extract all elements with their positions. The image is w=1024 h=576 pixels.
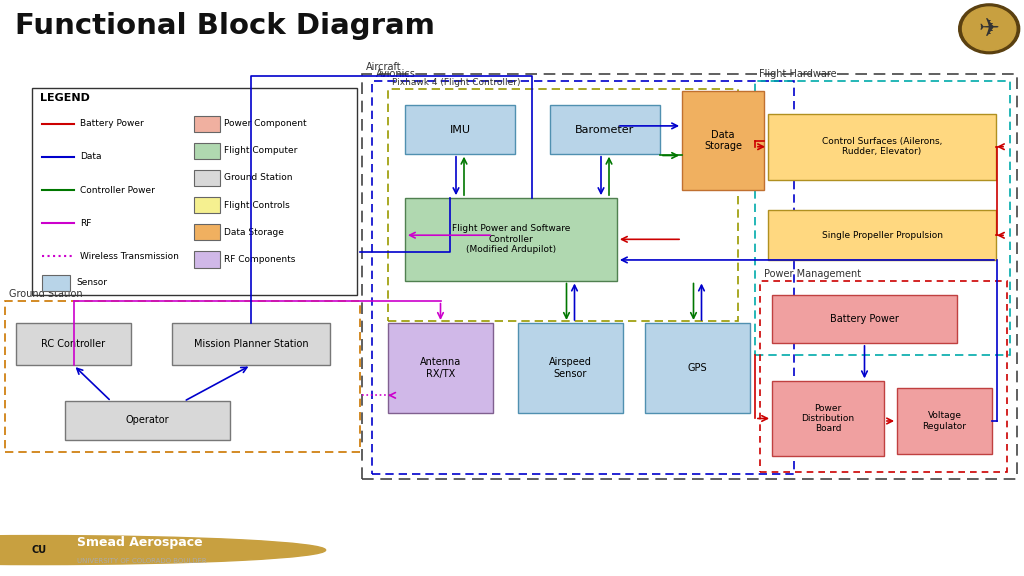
Text: Controller Power: Controller Power [80,185,155,195]
Text: Avionics: Avionics [376,69,416,79]
Bar [194,224,220,240]
Bar [16,323,131,365]
Text: Sensor: Sensor [76,278,106,287]
Bar [388,323,493,414]
Text: Flight Computer: Flight Computer [224,146,297,156]
Text: Operator: Operator [126,415,169,426]
Text: Ground Station: Ground Station [224,173,293,183]
Text: Airspeed
Sensor: Airspeed Sensor [549,357,592,379]
Bar [194,170,220,186]
Text: Control Surfaces (Ailerons,
Rudder, Elevator): Control Surfaces (Ailerons, Rudder, Elev… [822,137,942,157]
Circle shape [963,7,1016,51]
Text: Pixhawk 4 (Flight Controller): Pixhawk 4 (Flight Controller) [392,78,520,88]
Text: Ground Station: Ground Station [9,289,83,299]
Text: Antenna
RX/TX: Antenna RX/TX [420,357,461,379]
Bar [772,295,957,343]
Bar [897,388,992,454]
Bar [772,381,884,456]
Bar [645,323,750,414]
Text: Barometer: Barometer [575,124,635,135]
Bar [518,323,623,414]
Text: Functional Block Diagram: Functional Block Diagram [15,12,435,40]
Bar [362,74,1017,479]
Circle shape [0,536,326,564]
Bar [768,210,996,260]
Text: Smead Aerospace: Smead Aerospace [77,536,203,549]
Circle shape [958,4,1020,54]
Bar [42,275,70,291]
Text: 44: 44 [977,541,998,559]
Bar [5,301,360,452]
Bar [194,143,220,159]
Text: Data Storage: Data Storage [224,228,284,237]
Text: Voltage
Regulator: Voltage Regulator [923,411,967,431]
Bar [194,197,220,213]
Text: Single Propeller Propulsion: Single Propeller Propulsion [821,231,942,240]
Bar [172,323,330,365]
Bar [755,81,1010,355]
Bar [406,198,617,281]
Text: Flight Controls: Flight Controls [224,200,290,210]
Text: ✈: ✈ [979,17,999,41]
Text: Wireless Transmission: Wireless Transmission [80,252,179,261]
Text: Power Component: Power Component [224,119,306,128]
Text: Data
Storage: Data Storage [705,130,742,151]
Text: Flight Hardware: Flight Hardware [759,69,837,79]
Bar [194,251,220,267]
Bar [768,113,996,180]
Text: RC Controller: RC Controller [41,339,105,349]
Text: UNIVERSITY OF COLORADO BOULDER: UNIVERSITY OF COLORADO BOULDER [77,559,207,564]
Text: Backup Slide: Backup Slide [462,543,562,557]
Bar [65,401,230,439]
Bar [550,105,660,154]
Bar [372,81,794,474]
Bar [194,116,220,132]
Text: CU: CU [32,545,46,555]
Text: Power Management: Power Management [764,268,861,279]
Text: Battery Power: Battery Power [830,314,899,324]
Text: RF Components: RF Components [224,255,295,264]
Text: Mission Planner Station: Mission Planner Station [194,339,308,349]
Bar [682,92,764,190]
Text: LEGEND: LEGEND [40,93,90,104]
Text: Data: Data [80,152,101,161]
Text: Power
Distribution
Board: Power Distribution Board [802,404,855,433]
Text: Flight Power and Software
Controller
(Modified Ardupilot): Flight Power and Software Controller (Mo… [452,225,570,254]
Bar [32,88,357,295]
Bar [760,281,1007,472]
Text: IMU: IMU [450,124,470,135]
Bar [406,105,515,154]
Text: Aircraft: Aircraft [366,62,401,72]
Text: GPS: GPS [688,363,708,373]
Bar [388,89,738,321]
Text: RF: RF [80,219,91,228]
Text: Battery Power: Battery Power [80,119,143,128]
